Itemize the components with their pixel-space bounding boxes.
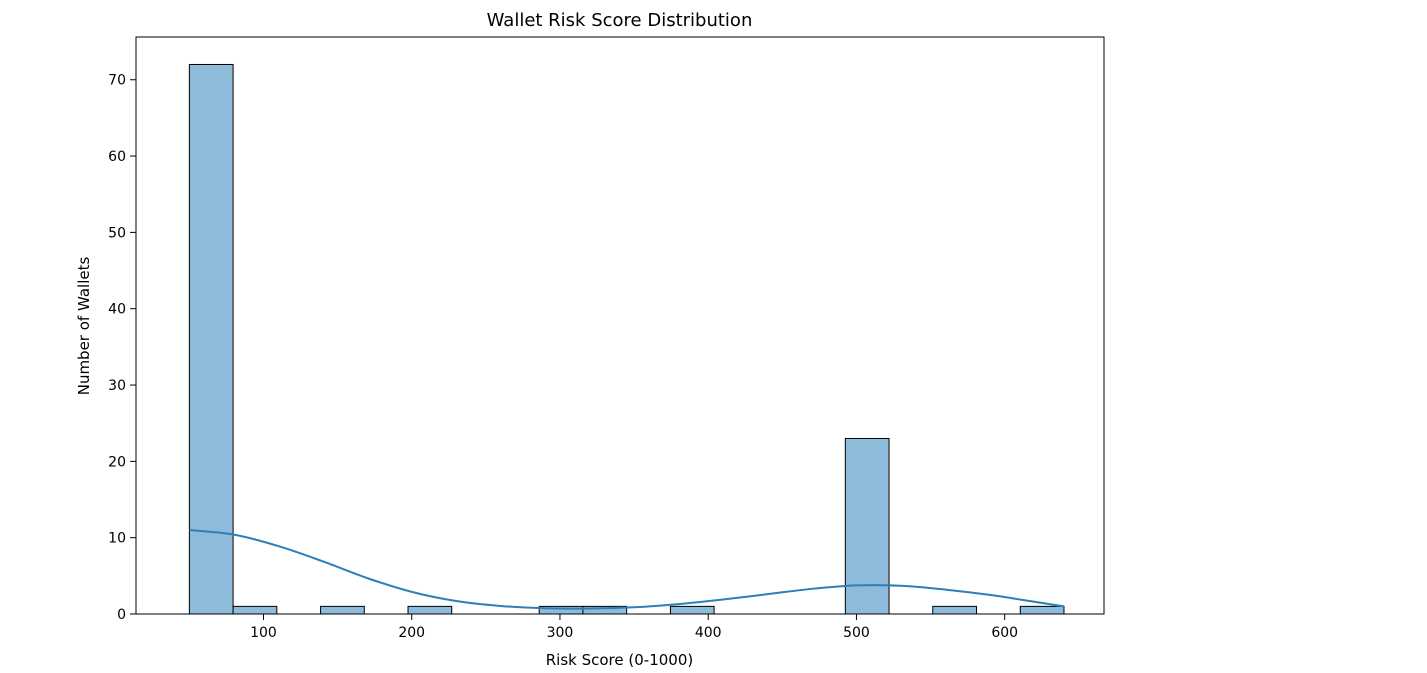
histogram-bar-6 xyxy=(669,605,715,615)
x-tick-label: 300 xyxy=(547,625,574,641)
y-tick-label: 20 xyxy=(108,454,126,470)
x-axis: 100 200 300 400 500 600 xyxy=(250,614,1018,641)
y-axis: 0 10 20 30 40 50 60 70 xyxy=(108,73,136,623)
y-tick-label: 50 xyxy=(108,225,126,241)
plot-frame xyxy=(135,36,1105,615)
y-tick-label: 70 xyxy=(108,73,126,89)
histogram-bar-7 xyxy=(844,437,890,615)
x-tick-label: 200 xyxy=(398,625,425,641)
histogram-bar-3 xyxy=(407,605,453,615)
histogram-bar-2 xyxy=(320,605,365,615)
y-tick-label: 10 xyxy=(108,531,126,547)
x-tick-label: 400 xyxy=(695,625,722,641)
histogram-bar-9 xyxy=(1019,605,1065,615)
histogram-bars xyxy=(188,63,1065,615)
chart-title: Wallet Risk Score Distribution xyxy=(487,10,753,31)
histogram-bar-8 xyxy=(932,605,978,615)
y-tick-label: 40 xyxy=(108,302,126,318)
y-tick-label: 60 xyxy=(108,149,126,165)
y-tick-label: 0 xyxy=(117,607,126,623)
x-tick-label: 100 xyxy=(250,625,277,641)
x-axis-label: Risk Score (0-1000) xyxy=(546,651,693,669)
x-tick-label: 500 xyxy=(843,625,870,641)
histogram-bar-0 xyxy=(188,63,234,615)
kde-line xyxy=(189,529,1065,610)
y-axis-label: Number of Wallets xyxy=(75,257,93,396)
y-tick-label: 30 xyxy=(108,378,126,394)
histogram-bar-1 xyxy=(232,605,278,615)
x-tick-label: 600 xyxy=(991,625,1018,641)
